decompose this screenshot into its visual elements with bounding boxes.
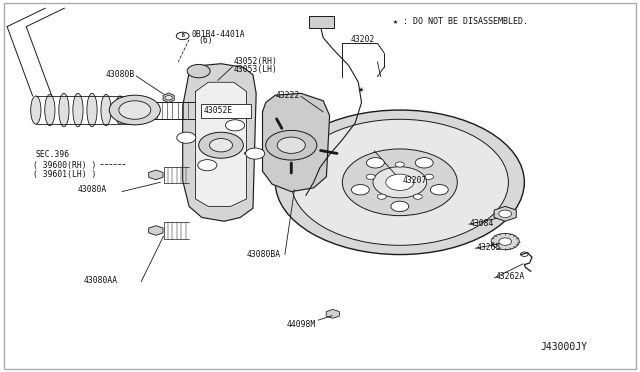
Text: 44098M: 44098M [286, 321, 316, 330]
Circle shape [430, 185, 448, 195]
Circle shape [378, 194, 387, 199]
Circle shape [499, 238, 511, 245]
Polygon shape [148, 226, 163, 235]
Circle shape [491, 234, 519, 250]
Circle shape [266, 131, 317, 160]
Circle shape [424, 174, 433, 179]
Circle shape [499, 210, 511, 218]
Circle shape [246, 148, 265, 159]
Text: 43202: 43202 [351, 35, 375, 44]
FancyBboxPatch shape [308, 16, 334, 28]
Polygon shape [148, 170, 163, 180]
Ellipse shape [59, 93, 69, 127]
Circle shape [165, 96, 173, 100]
Circle shape [209, 138, 232, 152]
Text: ( 39600(RH) ): ( 39600(RH) ) [33, 161, 96, 170]
Text: SEC.396: SEC.396 [36, 150, 70, 159]
Circle shape [187, 64, 210, 78]
Text: 43207: 43207 [403, 176, 428, 185]
Polygon shape [494, 206, 516, 221]
Circle shape [109, 95, 161, 125]
Ellipse shape [31, 96, 41, 124]
Circle shape [177, 132, 196, 143]
Circle shape [277, 137, 305, 153]
Polygon shape [163, 93, 174, 103]
Text: ★: ★ [357, 87, 364, 93]
Circle shape [367, 158, 385, 168]
Text: 43222: 43222 [275, 91, 300, 100]
Text: J43000JY: J43000JY [540, 342, 588, 352]
Circle shape [176, 32, 189, 39]
Text: 43262A: 43262A [495, 272, 525, 281]
Ellipse shape [87, 93, 97, 127]
Text: 43265: 43265 [476, 243, 501, 251]
Text: 43080B: 43080B [106, 70, 135, 79]
Circle shape [275, 110, 524, 254]
Circle shape [373, 167, 427, 198]
Text: 43084: 43084 [470, 219, 495, 228]
Ellipse shape [115, 96, 125, 124]
Circle shape [119, 101, 151, 119]
FancyBboxPatch shape [200, 104, 251, 118]
Circle shape [413, 194, 422, 199]
Circle shape [351, 185, 369, 195]
Text: 43052E: 43052E [204, 106, 233, 115]
Ellipse shape [101, 94, 111, 126]
Text: 43080A: 43080A [77, 185, 107, 194]
Text: 43052(RH): 43052(RH) [234, 57, 278, 66]
Text: 43053(LH): 43053(LH) [234, 65, 278, 74]
Text: ( 39601(LH) ): ( 39601(LH) ) [33, 170, 96, 179]
Ellipse shape [45, 94, 55, 126]
Polygon shape [262, 93, 330, 192]
Ellipse shape [73, 93, 83, 127]
Circle shape [386, 174, 414, 190]
Text: 0B1B4-4401A: 0B1B4-4401A [191, 29, 244, 39]
Circle shape [198, 132, 243, 158]
Text: B: B [181, 33, 184, 38]
Text: 43080AA: 43080AA [84, 276, 118, 285]
Text: ★ : DO NOT BE DISASSEMBLED.: ★ : DO NOT BE DISASSEMBLED. [394, 17, 529, 26]
Circle shape [342, 149, 458, 216]
Polygon shape [326, 310, 339, 318]
Circle shape [366, 174, 375, 179]
Circle shape [198, 160, 217, 171]
Circle shape [391, 201, 409, 212]
Circle shape [225, 120, 244, 131]
Circle shape [396, 162, 404, 167]
Polygon shape [195, 82, 246, 206]
Circle shape [291, 119, 508, 245]
Circle shape [326, 310, 339, 318]
Text: (6): (6) [198, 36, 213, 45]
Polygon shape [182, 64, 256, 221]
Circle shape [415, 158, 433, 168]
Text: 43080BA: 43080BA [246, 250, 281, 259]
